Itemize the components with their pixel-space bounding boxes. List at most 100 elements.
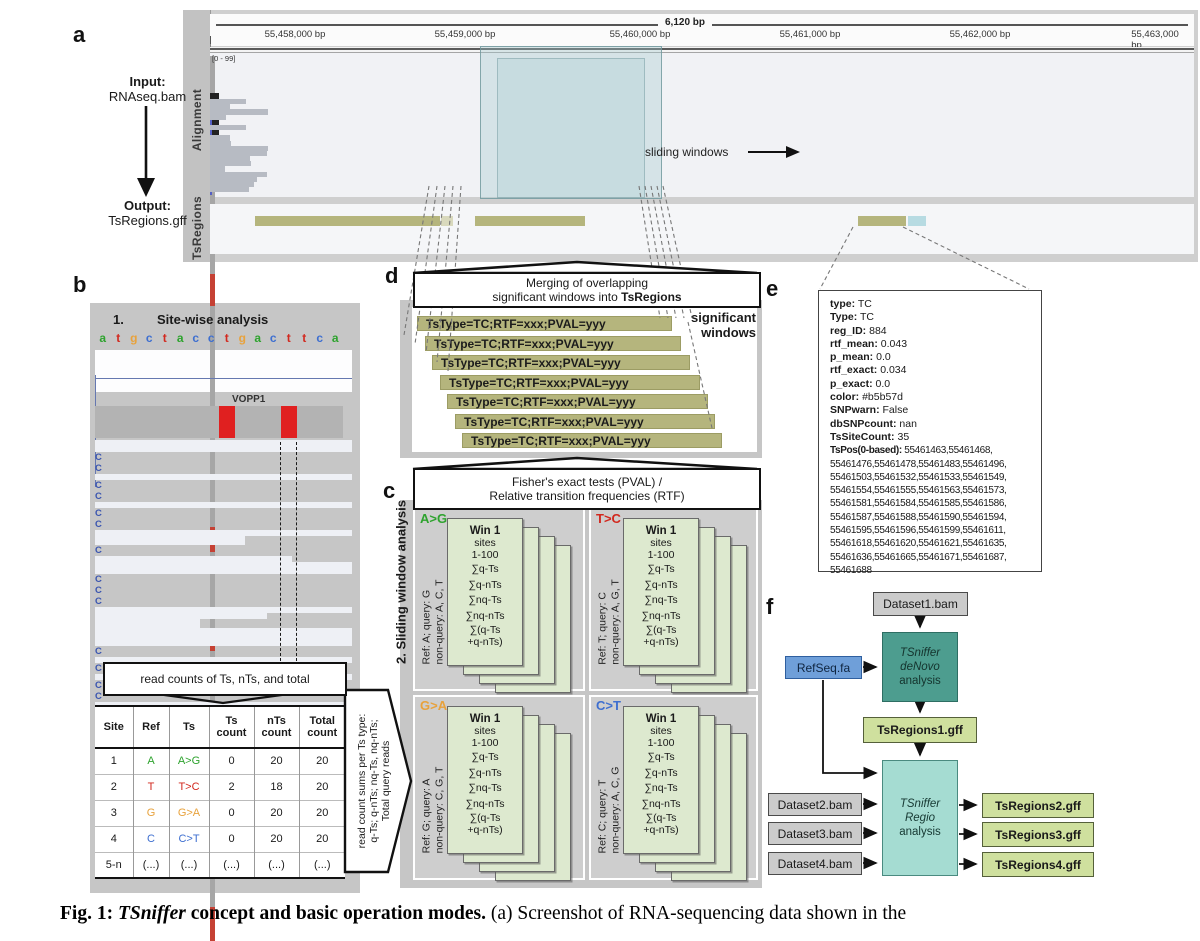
coord-label: 55,461,000 bp xyxy=(779,29,841,40)
alignment-track-label: Alignment xyxy=(190,88,204,152)
input-title: Input: xyxy=(129,74,166,89)
gene-line-ticks xyxy=(95,375,352,487)
node-tsregions4: TsRegions4.gff xyxy=(982,852,1094,877)
tspos-line: TsPos(0-based): 55461463,55461468, xyxy=(830,445,993,457)
tspos-line: 55461581,55461584,55461585,55461586, xyxy=(830,498,1007,510)
table-header-row: Site Ref Ts Ts count nTs count Total count xyxy=(95,706,345,748)
igv-tsregions-pane xyxy=(210,204,1194,254)
table-row: 4 C C>T 0 20 20 xyxy=(95,826,345,852)
significant-window-bar: TsType=TC;RTF=xxx;PVAL=yyy xyxy=(432,355,690,370)
caption-title: concept and basic operation modes. xyxy=(185,903,486,924)
seq-base: c xyxy=(207,331,215,345)
node-regio: TSniffer Regio analysis xyxy=(882,760,958,876)
panel-b-title: Site-wise analysis xyxy=(157,312,269,327)
seq-base: t xyxy=(116,331,121,345)
output-file: TsRegions.gff xyxy=(108,213,187,228)
seq-base: t xyxy=(224,331,229,345)
seq-base: a xyxy=(99,331,107,345)
read-alignments xyxy=(210,99,1194,195)
attr-line: type: TC xyxy=(830,298,872,310)
tsregion-bar xyxy=(255,216,440,226)
merging-banner: Merging of overlapping significant windo… xyxy=(413,272,761,308)
col-site: Site xyxy=(103,721,124,733)
exon-row xyxy=(95,406,352,438)
coord-label: 55,458,000 bp xyxy=(264,29,326,40)
coord-label: 55,459,000 bp xyxy=(434,29,496,40)
tspos-line: 55461688 xyxy=(830,564,872,576)
seq-base: c xyxy=(192,331,200,345)
col-ts-count: Ts count xyxy=(208,706,254,748)
sliding-window-analysis-label: 2. Sliding window analysis xyxy=(393,500,409,664)
node-denovo: TSniffer deNovo analysis xyxy=(882,632,958,702)
panel-c-label: c xyxy=(383,478,396,503)
seq-base: a xyxy=(331,331,339,345)
mutation-label: T>C xyxy=(596,511,621,526)
attr-line: SNPwarn: False xyxy=(830,404,909,417)
mutation-label: G>A xyxy=(420,698,448,713)
attr-line: rtf_exact: 0.034 xyxy=(830,364,907,377)
sliding-windows-label: sliding windows xyxy=(645,145,729,159)
seq-base: a xyxy=(176,331,184,345)
panel-b-label: b xyxy=(73,272,87,297)
panel-b-step: 1. xyxy=(113,312,124,327)
seq-base: t xyxy=(286,331,291,345)
mutation-label: A>G xyxy=(420,511,448,526)
gene-name: VOPP1 xyxy=(232,394,266,405)
attr-line: reg_ID: 884 xyxy=(830,324,887,337)
attr-line: color: #b5b57d xyxy=(830,391,903,404)
node-dataset3: Dataset3.bam xyxy=(768,822,862,845)
caption-fig: Fig. 1: xyxy=(60,903,118,924)
gene-line xyxy=(95,378,352,379)
coverage-dashes xyxy=(210,93,1194,143)
significant-window-bar: TsType=TC;RTF=xxx;PVAL=yyy xyxy=(417,316,672,331)
output-block: Output: TsRegions.gff xyxy=(85,198,210,228)
significant-window-bar: TsType=TC;RTF=xxx;PVAL=yyy xyxy=(455,413,715,429)
tsregion-bar-light xyxy=(441,216,453,226)
attr-line: rtf_mean: 0.043 xyxy=(830,337,908,350)
seq-base: c xyxy=(145,331,153,345)
significant-window-bar: TsType=TC;RTF=xxx;PVAL=yyy xyxy=(462,433,722,448)
attr-line: p_mean: 0.0 xyxy=(830,351,891,364)
table-row: 1 A A>G 0 20 20 xyxy=(95,748,345,774)
attr-line: Type: TC xyxy=(830,311,874,324)
attr-line: dbSNPcount: nan xyxy=(830,417,917,430)
seq-base: g xyxy=(238,331,246,345)
caption-tool: TSniffer xyxy=(117,903,186,924)
coord-label: 55,460,000 bp xyxy=(609,29,671,40)
read-pileup: CCCCCCCCCCCCCCCCCC xyxy=(95,440,352,767)
node-dataset1: Dataset1.bam xyxy=(873,592,968,616)
input-output-arrow xyxy=(137,106,155,197)
attr-line: p_exact: 0.0 xyxy=(830,377,891,390)
significant-window-bar: TsType=TC;RTF=xxx;PVAL=yyy xyxy=(425,335,681,351)
node-tsregions2: TsRegions2.gff xyxy=(982,793,1094,818)
node-tsregions3: TsRegions3.gff xyxy=(982,822,1094,847)
input-block: Input: RNAseq.bam xyxy=(85,74,210,104)
tspos-line: 55461476,55461478,55461483,55461496, xyxy=(830,458,1007,470)
seq-base: t xyxy=(302,331,307,345)
caption-rest: (a) Screenshot of RNA-sequencing data sh… xyxy=(485,903,907,924)
tspos-line: 55461554,55461555,55461563,55461573, xyxy=(830,485,1007,497)
igv-alignment-pane: [0 - 99] xyxy=(210,53,1194,941)
mutation-label: C>T xyxy=(596,698,621,713)
input-file: RNAseq.bam xyxy=(108,89,187,104)
fisher-banner: Fisher's exact tests (PVAL) / Relative t… xyxy=(413,468,761,510)
panel-f-label: f xyxy=(766,594,774,619)
tspos-line: 55461587,55461588,55461590,55461594, xyxy=(830,511,1007,523)
ruler-ticks xyxy=(210,36,1194,132)
attr-line: TsSiteCount: 35 xyxy=(830,430,910,443)
node-dataset4: Dataset4.bam xyxy=(768,852,862,875)
output-title: Output: xyxy=(124,198,171,213)
seq-base: c xyxy=(316,331,324,345)
panel-d-label: d xyxy=(385,263,399,288)
counts-table: Site Ref Ts Ts count nTs count Total count … xyxy=(95,705,345,879)
tspos-line: 55461503,55461532,55461533,55461549, xyxy=(830,471,1007,483)
tsregion-attributes-box: type: TC Type: TC reg_ID: 884 rtf_mean: … xyxy=(818,290,1042,576)
tsregion-bar xyxy=(475,216,585,226)
seq-base: c xyxy=(269,331,277,345)
